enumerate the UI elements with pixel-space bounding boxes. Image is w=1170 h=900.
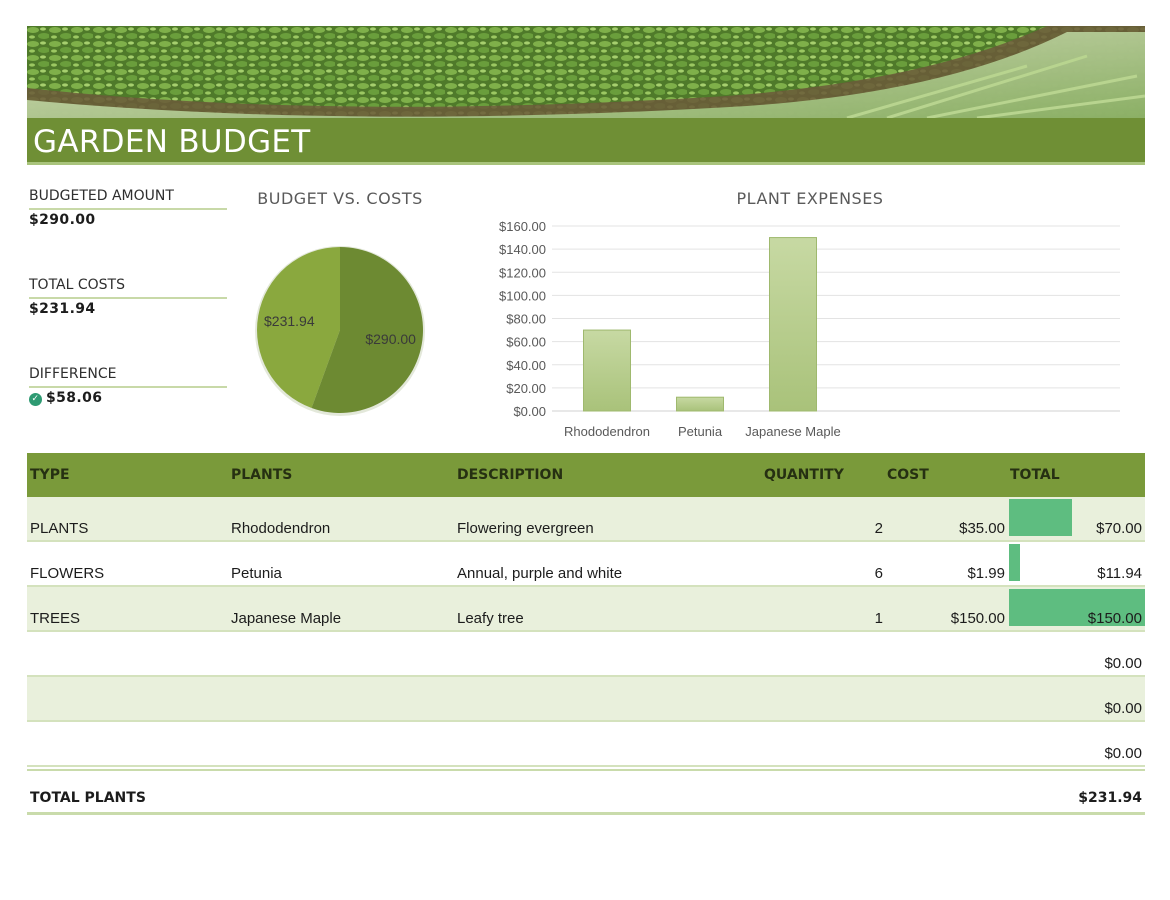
table-row[interactable]: PLANTS Rhododendron Flowering evergreen 2 $3… [27,497,1145,542]
quantity-cell[interactable]: 2 [874,520,883,537]
x-category-label: Rhododendron [564,424,650,439]
header-total[interactable]: TOTAL [1010,467,1060,483]
table-row[interactable]: $0.00 [27,632,1145,677]
y-tick-label: $160.00 [499,219,546,234]
total-cell[interactable]: $150.00 [1087,610,1142,627]
bar[interactable] [583,329,631,412]
total-cell[interactable]: $0.00 [1104,655,1142,672]
pie-chart-title: BUDGET VS. COSTS [257,189,423,208]
total-costs-label: TOTAL COSTS [29,277,227,299]
y-tick-label: $60.00 [506,335,546,350]
pie-slice[interactable] [256,247,340,408]
type-cell[interactable]: PLANTS [30,520,89,537]
table-row[interactable]: FLOWERS Petunia Annual, purple and white 6 $… [27,542,1145,587]
plant-cell[interactable]: Japanese Maple [231,610,342,627]
total-cell[interactable]: $11.94 [1097,565,1142,582]
banner-photo [27,26,1145,118]
y-tick-label: $40.00 [506,358,546,373]
bar[interactable] [769,237,817,412]
description-cell[interactable]: Flowering evergreen [457,520,594,537]
budget-vs-costs-pie-chart: $231.94 $290.00 [255,246,425,416]
table-header: TYPE PLANTS DESCRIPTION QUANTITY COST TO… [27,453,1145,497]
table-row[interactable]: TREES Japanese Maple Leafy tree 1 $150.00 $15… [27,587,1145,632]
y-tick-label: $100.00 [499,288,546,303]
x-category-label: Petunia [678,424,723,439]
table-row[interactable]: $0.00 [27,722,1145,767]
difference-row: ✓ $58.06 [29,390,102,406]
table-row[interactable]: $0.00 [27,677,1145,722]
total-cell[interactable]: $0.00 [1104,700,1142,717]
total-plants-value: $231.94 [1078,790,1142,806]
page-title: GARDEN BUDGET [33,124,311,160]
header-plants[interactable]: PLANTS [231,467,293,483]
total-cell[interactable]: $70.00 [1096,520,1142,537]
y-tick-label: $20.00 [506,381,546,396]
quantity-cell[interactable]: 1 [874,610,883,627]
bar[interactable] [676,396,724,412]
plant-cell[interactable]: Rhododendron [231,520,331,537]
y-tick-label: $0.00 [513,404,546,419]
total-costs-value: $231.94 [29,301,96,317]
y-tick-label: $80.00 [506,312,546,327]
type-cell[interactable]: FLOWERS [30,565,105,582]
pie-data-label: $290.00 [365,331,416,347]
bar-chart-title: PLANT EXPENSES [736,189,884,208]
budgeted-amount-value: $290.00 [29,212,96,228]
total-plants-row: TOTAL PLANTS $231.94 [27,769,1145,815]
plant-expenses-bar-chart: $0.00 $20.00 $40.00 $60.00 $80.00 $100.00 $120… [499,219,1120,439]
budget-table: TYPE PLANTS DESCRIPTION QUANTITY COST TO… [27,453,1145,815]
type-cell[interactable]: TREES [30,610,81,627]
check-circle-icon: ✓ [29,393,42,406]
plant-cell[interactable]: Petunia [231,565,282,582]
description-cell[interactable]: Annual, purple and white [457,565,623,582]
cost-cell[interactable]: $150.00 [950,610,1005,627]
header-quantity[interactable]: QUANTITY [764,467,844,483]
cost-cell[interactable]: $1.99 [967,565,1005,582]
x-category-label: Japanese Maple [745,424,840,439]
header-cost[interactable]: COST [887,467,929,483]
quantity-cell[interactable]: 6 [874,565,883,582]
pie-slice[interactable] [311,247,423,413]
pie-data-label: $231.94 [264,313,315,329]
description-cell[interactable]: Leafy tree [457,610,524,627]
total-cell[interactable]: $0.00 [1104,745,1142,762]
total-data-bar [1009,544,1020,581]
header-type[interactable]: TYPE [30,467,70,483]
total-data-bar [1009,589,1145,626]
difference-label: DIFFERENCE [29,366,227,388]
header-description[interactable]: DESCRIPTION [457,467,564,483]
y-tick-label: $120.00 [499,265,546,280]
difference-value: $58.06 [46,390,103,406]
y-tick-label: $140.00 [499,242,546,257]
title-bar: GARDEN BUDGET [27,118,1145,165]
total-plants-label: TOTAL PLANTS [30,790,146,806]
banner-seeds-image [27,26,1145,118]
cost-cell[interactable]: $35.00 [959,520,1005,537]
table-body: PLANTS Rhododendron Flowering evergreen 2 $3… [27,497,1145,767]
budgeted-amount-label: BUDGETED AMOUNT [29,188,227,210]
total-data-bar [1009,499,1072,536]
